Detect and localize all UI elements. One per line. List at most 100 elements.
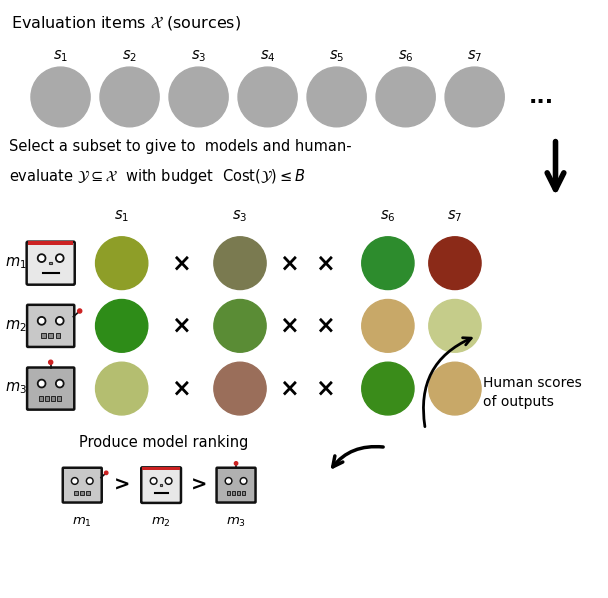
Circle shape <box>238 67 297 127</box>
Bar <box>86 491 90 495</box>
Circle shape <box>58 256 62 260</box>
Text: $m_2$: $m_2$ <box>5 318 27 334</box>
Text: Evaluation items $\mathcal{X}$ (sources): Evaluation items $\mathcal{X}$ (sources) <box>12 14 241 32</box>
Text: Select a subset to give to  models and human-: Select a subset to give to models and hu… <box>9 139 352 154</box>
Circle shape <box>56 254 64 263</box>
Circle shape <box>362 362 414 415</box>
Text: ×: × <box>315 377 334 401</box>
Circle shape <box>240 478 247 484</box>
Text: ×: × <box>315 314 334 338</box>
Text: ×: × <box>280 251 299 275</box>
Circle shape <box>214 362 266 415</box>
Circle shape <box>95 237 148 289</box>
Text: $s_6$: $s_6$ <box>398 48 413 64</box>
Text: ×: × <box>171 314 191 338</box>
Text: >: > <box>114 475 130 495</box>
Bar <box>227 491 230 495</box>
Bar <box>66 482 69 489</box>
Circle shape <box>429 237 481 289</box>
Circle shape <box>150 478 157 484</box>
Circle shape <box>105 471 108 475</box>
Text: $m_3$: $m_3$ <box>5 381 27 396</box>
Circle shape <box>73 479 77 483</box>
Circle shape <box>376 67 435 127</box>
Text: evaluate $\mathcal{Y} \subseteq \mathcal{X}$  with budget  Cost$(\mathcal{Y}) \l: evaluate $\mathcal{Y} \subseteq \mathcal… <box>9 167 306 185</box>
Text: $s_2$: $s_2$ <box>122 48 137 64</box>
Circle shape <box>95 300 148 352</box>
Bar <box>142 467 180 470</box>
Text: $s_7$: $s_7$ <box>447 209 463 224</box>
Text: $s_4$: $s_4$ <box>260 48 275 64</box>
Circle shape <box>88 479 92 483</box>
Bar <box>177 482 180 489</box>
Text: $s_6$: $s_6$ <box>380 209 396 224</box>
Circle shape <box>241 479 246 483</box>
Circle shape <box>31 67 90 127</box>
Bar <box>39 396 43 401</box>
Text: $s_3$: $s_3$ <box>191 48 206 64</box>
Circle shape <box>71 478 78 484</box>
Circle shape <box>214 300 266 352</box>
Bar <box>28 242 74 245</box>
Circle shape <box>152 479 156 483</box>
Bar <box>220 482 223 489</box>
Bar <box>241 491 245 495</box>
Circle shape <box>49 360 53 364</box>
Bar <box>232 491 235 495</box>
Bar <box>51 396 55 401</box>
Text: $s_5$: $s_5$ <box>329 48 344 64</box>
Circle shape <box>38 317 46 325</box>
FancyBboxPatch shape <box>27 242 75 285</box>
Circle shape <box>167 479 170 483</box>
Text: ×: × <box>171 377 191 401</box>
FancyBboxPatch shape <box>63 468 102 502</box>
Circle shape <box>225 478 232 484</box>
Bar <box>49 261 52 264</box>
Bar <box>70 322 74 330</box>
Circle shape <box>58 319 62 323</box>
Text: $m_1$: $m_1$ <box>5 255 27 271</box>
Text: ...: ... <box>529 87 554 107</box>
Circle shape <box>56 379 64 388</box>
Text: $s_3$: $s_3$ <box>232 209 247 224</box>
Text: >: > <box>190 475 207 495</box>
Circle shape <box>100 67 159 127</box>
Bar <box>70 259 74 267</box>
Text: Human scores
of outputs: Human scores of outputs <box>483 376 581 409</box>
Text: $m_3$: $m_3$ <box>226 516 246 529</box>
Circle shape <box>40 319 44 323</box>
FancyBboxPatch shape <box>216 468 255 502</box>
FancyBboxPatch shape <box>141 468 181 503</box>
Circle shape <box>40 256 44 260</box>
Text: ×: × <box>171 251 191 275</box>
Bar <box>32 259 35 267</box>
Circle shape <box>78 309 81 313</box>
Circle shape <box>56 317 64 325</box>
Circle shape <box>307 67 366 127</box>
Circle shape <box>214 237 266 289</box>
Bar <box>56 333 60 338</box>
Circle shape <box>445 67 504 127</box>
Circle shape <box>362 237 414 289</box>
Bar <box>57 396 61 401</box>
Bar <box>98 482 101 489</box>
Circle shape <box>95 362 148 415</box>
Text: $s_1$: $s_1$ <box>53 48 68 64</box>
Circle shape <box>38 379 46 388</box>
Circle shape <box>86 478 93 484</box>
Text: $m_1$: $m_1$ <box>72 516 92 529</box>
Circle shape <box>40 382 44 386</box>
Bar <box>41 333 46 338</box>
Text: ×: × <box>280 314 299 338</box>
Circle shape <box>58 382 62 386</box>
Circle shape <box>429 362 481 415</box>
Circle shape <box>362 300 414 352</box>
Text: ×: × <box>315 251 334 275</box>
Text: $s_1$: $s_1$ <box>114 209 130 224</box>
FancyBboxPatch shape <box>27 368 74 410</box>
Bar <box>252 482 255 489</box>
Bar <box>74 491 78 495</box>
Bar <box>70 385 74 393</box>
Circle shape <box>165 478 172 484</box>
Bar <box>237 491 240 495</box>
